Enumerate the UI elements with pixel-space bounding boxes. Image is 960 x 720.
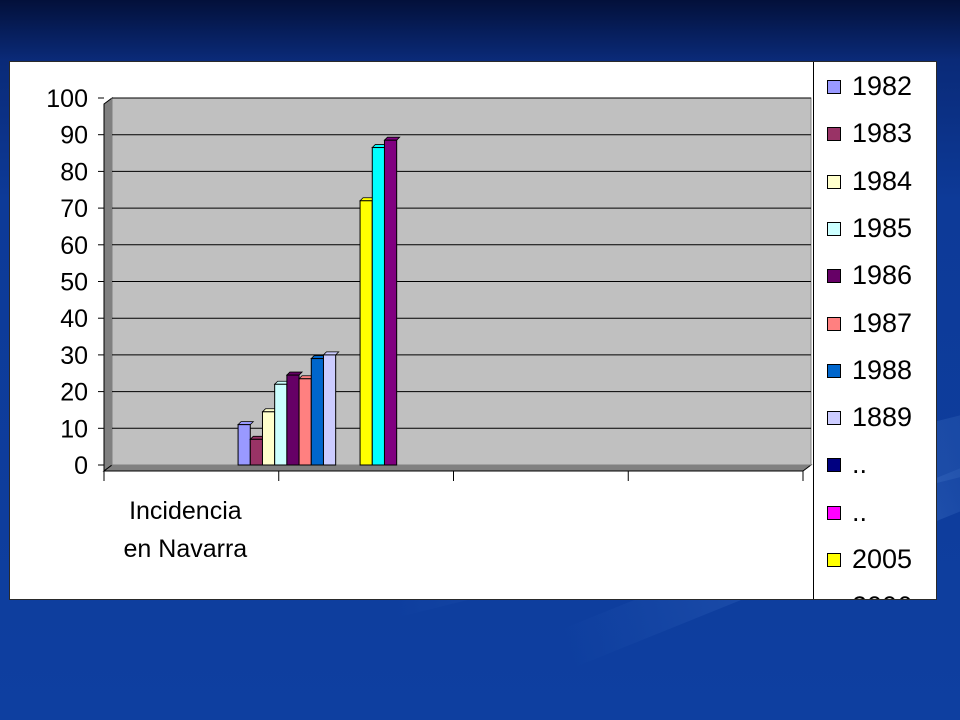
legend-item: .. xyxy=(814,496,936,527)
x-category-label: en Navarra xyxy=(124,535,248,563)
legend-item: 1982 xyxy=(814,71,936,101)
y-tick-label: 30 xyxy=(60,342,88,370)
legend-label: 1988 xyxy=(852,354,913,385)
y-tick-label: 0 xyxy=(74,452,88,480)
plot-side-wall xyxy=(103,97,113,472)
y-tick-label: 90 xyxy=(60,122,88,150)
bar xyxy=(249,438,263,466)
legend-item: 1983 xyxy=(814,118,936,149)
bar xyxy=(371,147,385,466)
legend-item: 2005 xyxy=(814,544,936,574)
bar xyxy=(286,374,300,466)
legend-label: 1889 xyxy=(852,402,913,433)
legend-swatch xyxy=(827,269,841,284)
legend-label: 1987 xyxy=(852,307,913,338)
legend-label: .. xyxy=(852,496,868,527)
legend-label: .. xyxy=(852,449,868,480)
legend-label: 1984 xyxy=(852,165,913,196)
bar xyxy=(274,383,288,466)
legend-swatch xyxy=(827,411,841,426)
legend-item: 2006 xyxy=(814,591,936,599)
y-tick-label: 50 xyxy=(60,269,88,297)
y-tick-label: 80 xyxy=(60,158,88,186)
legend-item: 1889 xyxy=(814,402,936,433)
legend-label: 1986 xyxy=(852,260,913,291)
chart-legend: 1982 1983 1984 1985 1986 1987 1988 1889.... 2005… xyxy=(813,62,936,599)
bar xyxy=(383,139,398,466)
legend-swatch xyxy=(827,505,841,520)
legend-swatch xyxy=(827,221,841,236)
legend-swatch xyxy=(827,458,841,473)
chart-panel: 0 10 20 30 40 50 60 70 80 90 100 Incidencia en Navar… xyxy=(9,61,937,600)
legend-item: 1988 xyxy=(814,354,936,385)
legend-label: 1982 xyxy=(852,71,913,101)
legend-item: 1986 xyxy=(814,260,936,291)
y-tick-label: 20 xyxy=(60,379,88,407)
bar-chart: 0 10 20 30 40 50 60 70 80 90 100 Incidencia en Navar… xyxy=(46,85,813,563)
bar xyxy=(298,378,312,466)
legend-label: 2005 xyxy=(852,544,913,574)
legend-swatch xyxy=(827,553,841,567)
y-tick-label: 60 xyxy=(60,232,88,260)
bar xyxy=(359,200,373,466)
legend-swatch xyxy=(827,80,841,94)
legend-label: 1985 xyxy=(852,212,913,243)
legend-label: 1983 xyxy=(852,118,913,149)
y-tick-label: 40 xyxy=(60,305,88,333)
legend-item: 1984 xyxy=(814,165,936,196)
legend-item: 1985 xyxy=(814,212,936,243)
y-tick-label: 10 xyxy=(60,415,88,443)
legend-item: .. xyxy=(814,449,936,480)
bar xyxy=(322,354,337,466)
y-tick-label: 70 xyxy=(60,195,88,223)
legend-swatch xyxy=(827,316,841,331)
bar xyxy=(310,358,324,466)
bar xyxy=(261,411,276,466)
y-tick-label: 100 xyxy=(46,85,88,113)
bar xyxy=(237,424,251,466)
x-category-label: Incidencia xyxy=(129,497,242,525)
legend-label: 2006 xyxy=(852,591,912,599)
legend-swatch xyxy=(827,363,841,378)
legend-swatch xyxy=(827,127,841,142)
legend-item: 1987 xyxy=(814,307,936,338)
legend-swatch xyxy=(827,174,841,189)
plot-floor xyxy=(102,464,813,472)
